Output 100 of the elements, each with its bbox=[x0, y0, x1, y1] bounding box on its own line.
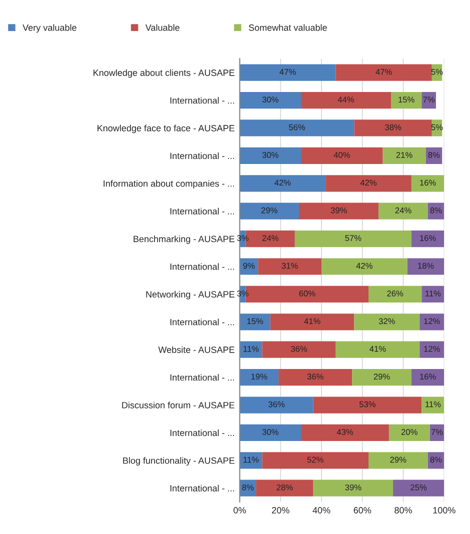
data-label: 36% bbox=[290, 346, 308, 352]
bar bbox=[313, 396, 422, 414]
y-tick-label: Discussion forum - AUSAPE bbox=[122, 402, 234, 408]
bar bbox=[240, 368, 279, 386]
bar bbox=[382, 147, 426, 164]
legend-label: Somewhat valuable bbox=[248, 24, 327, 31]
data-label: 60% bbox=[299, 290, 316, 296]
data-label: 8% bbox=[430, 207, 442, 214]
data-label: 30% bbox=[262, 152, 278, 158]
x-tick-label: 40% bbox=[312, 507, 330, 514]
bar bbox=[378, 202, 428, 220]
bar bbox=[388, 424, 430, 442]
bar bbox=[262, 452, 369, 469]
data-label: 28% bbox=[276, 484, 293, 490]
data-label: 41% bbox=[304, 318, 320, 324]
data-label: 42% bbox=[356, 262, 372, 269]
data-label: 7% bbox=[431, 429, 443, 435]
legend-label: Very valuable bbox=[22, 24, 76, 33]
data-label: 11% bbox=[426, 401, 441, 408]
y-tick-label: Blog functionality - AUSAPE bbox=[123, 457, 234, 466]
bar bbox=[270, 314, 354, 330]
bar bbox=[301, 424, 389, 442]
data-label: 29% bbox=[390, 456, 406, 463]
bar bbox=[240, 147, 302, 164]
bar bbox=[240, 175, 326, 192]
data-label: 8% bbox=[430, 456, 442, 463]
data-label: 12% bbox=[424, 346, 440, 352]
data-label: 16% bbox=[420, 235, 436, 242]
y-tick-label: International - ... bbox=[170, 97, 234, 104]
y-tick-label: International - ... bbox=[170, 429, 234, 436]
bar bbox=[278, 368, 352, 386]
data-label: 20% bbox=[401, 429, 418, 435]
y-tick-label: International - ... bbox=[170, 484, 234, 492]
data-label: 38% bbox=[385, 124, 402, 130]
data-label: 31% bbox=[282, 262, 298, 269]
bar bbox=[240, 64, 336, 81]
bar bbox=[313, 480, 394, 496]
bar bbox=[262, 341, 336, 358]
data-label: 16% bbox=[420, 374, 436, 380]
data-label: 18% bbox=[418, 262, 434, 269]
bar bbox=[240, 258, 258, 275]
y-tick-label: International - ... bbox=[170, 263, 234, 270]
data-label: 57% bbox=[345, 235, 362, 242]
bar bbox=[336, 341, 420, 358]
y-tick-label: Benchmarking - AUSAPE bbox=[134, 236, 234, 244]
bar bbox=[411, 368, 444, 386]
data-label: 36% bbox=[307, 374, 324, 380]
y-tick-label: International - ... bbox=[170, 152, 234, 160]
data-label: 21% bbox=[396, 152, 412, 158]
bar bbox=[407, 258, 444, 275]
bar bbox=[411, 175, 444, 192]
data-label: 39% bbox=[330, 207, 347, 214]
data-label: 19% bbox=[251, 374, 268, 380]
bar bbox=[240, 314, 270, 330]
data-label: 32% bbox=[378, 318, 395, 324]
bar bbox=[420, 314, 444, 330]
bar bbox=[390, 92, 422, 109]
bar bbox=[258, 258, 322, 275]
data-label: 12% bbox=[424, 318, 440, 324]
x-tick-label: 0% bbox=[234, 507, 246, 514]
bar bbox=[420, 341, 444, 358]
data-label: 29% bbox=[374, 374, 390, 380]
legend-label: Valuable bbox=[145, 24, 180, 31]
bar bbox=[368, 452, 428, 469]
data-label: 44% bbox=[338, 96, 354, 102]
bar bbox=[256, 480, 314, 496]
y-tick-label: International - ... bbox=[170, 208, 234, 214]
data-label: 29% bbox=[261, 207, 278, 214]
bar bbox=[426, 147, 442, 164]
y-tick-label: Information about companies - ... bbox=[104, 180, 234, 189]
x-tick-label: 80% bbox=[394, 507, 412, 514]
data-label: 47% bbox=[376, 68, 392, 75]
bar bbox=[368, 286, 422, 303]
y-tick-label: Knowledge about clients - AUSAPE bbox=[94, 69, 234, 78]
data-label: 7% bbox=[423, 96, 435, 102]
data-label: 40% bbox=[334, 152, 350, 158]
y-tick-label: Website - AUSAPE bbox=[158, 346, 234, 353]
bar bbox=[354, 120, 432, 136]
bar bbox=[336, 64, 432, 81]
x-tick-label: 100% bbox=[433, 507, 456, 514]
y-tick-label: International - ... bbox=[170, 374, 234, 381]
data-label: 53% bbox=[359, 401, 376, 408]
data-label: 15% bbox=[247, 318, 264, 324]
bar bbox=[354, 314, 420, 330]
bar bbox=[298, 202, 379, 220]
data-label: 47% bbox=[280, 68, 296, 75]
bar bbox=[240, 424, 302, 442]
data-label: 11% bbox=[244, 346, 259, 352]
y-tick-label: Knowledge face to face - AUSAPE bbox=[98, 124, 234, 134]
data-label: 24% bbox=[262, 235, 278, 242]
bar bbox=[301, 147, 383, 164]
bar bbox=[294, 230, 412, 248]
bar bbox=[422, 286, 444, 303]
data-label: 16% bbox=[420, 180, 436, 186]
data-label: 42% bbox=[360, 180, 377, 186]
data-label: 30% bbox=[262, 96, 278, 103]
data-label: 8% bbox=[242, 484, 254, 490]
y-tick-label: International - ... bbox=[170, 318, 234, 326]
bar bbox=[422, 92, 436, 109]
bar bbox=[321, 258, 408, 275]
